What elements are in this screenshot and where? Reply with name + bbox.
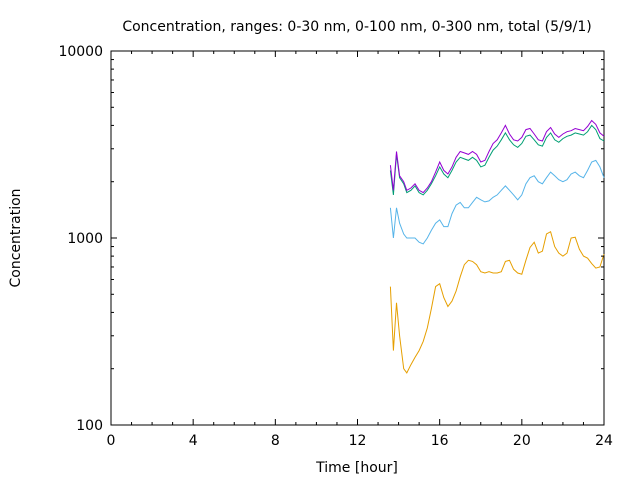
x-tick-label: 4 <box>189 433 198 449</box>
chart-title: Concentration, ranges: 0-30 nm, 0-100 nm… <box>122 19 591 35</box>
x-tick-label: 24 <box>595 433 613 449</box>
x-tick-label: 20 <box>513 433 531 449</box>
plot-area <box>110 50 605 426</box>
x-tick-label: 8 <box>271 433 280 449</box>
x-tick-label: 12 <box>349 433 367 449</box>
ticks-layer: 0 4 8 12 16 20 24 100 1000 10000 <box>58 44 613 449</box>
series-line-1 <box>389 230 605 374</box>
series-line-3 <box>389 124 605 196</box>
series-line-2 <box>389 159 605 245</box>
x-axis-label: Time [hour] <box>315 460 398 476</box>
x-tick-label: 0 <box>107 433 116 449</box>
series-layer <box>389 119 605 374</box>
y-tick-label: 100 <box>76 418 103 434</box>
y-tick-label: 10000 <box>58 44 103 60</box>
x-tick-label: 16 <box>431 433 449 449</box>
series-line-4 <box>389 119 605 194</box>
plot-border <box>110 50 605 426</box>
y-axis-label: Concentration <box>8 188 24 287</box>
y-tick-label: 1000 <box>67 231 103 247</box>
